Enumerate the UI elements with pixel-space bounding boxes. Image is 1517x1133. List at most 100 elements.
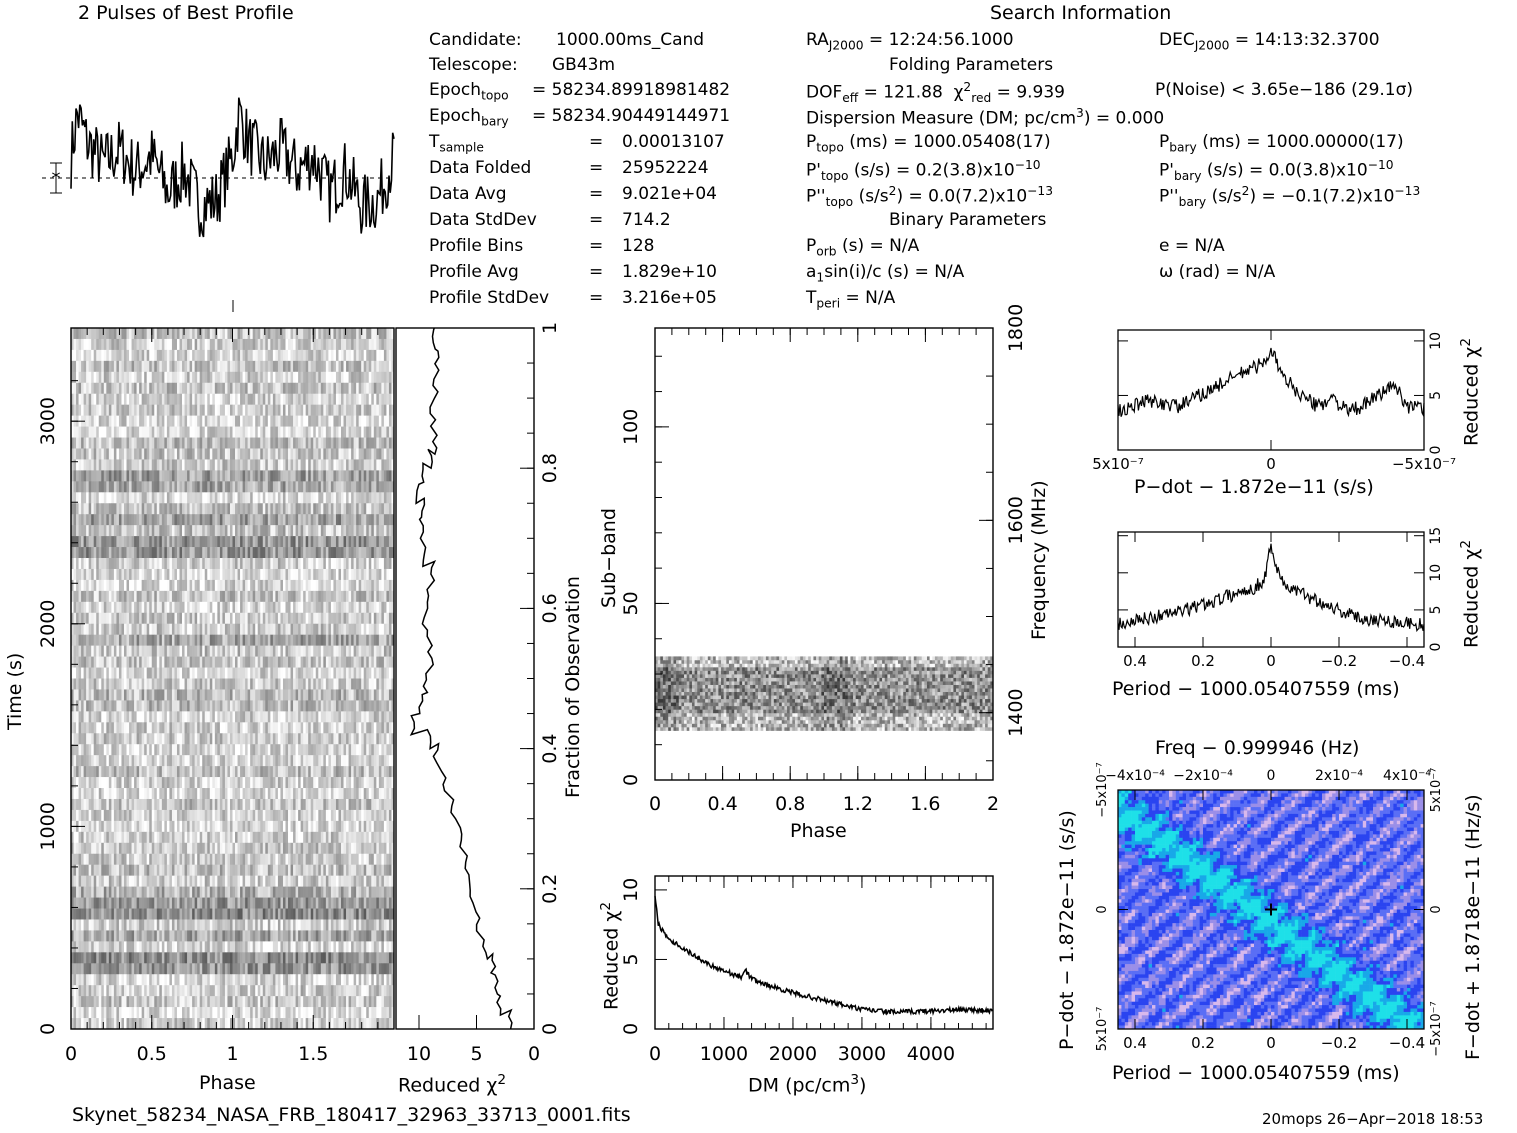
heatmap-cell: [91, 338, 95, 351]
heatmap-cell: [277, 349, 281, 362]
heatmap-cell: [277, 733, 281, 745]
heatmap-cell: [242, 349, 246, 362]
heatmap-cell: [378, 360, 382, 373]
heatmap-cell: [242, 689, 246, 701]
heatmap-cell: [134, 536, 137, 548]
heatmap-cell: [91, 404, 95, 416]
heatmap-cell: [277, 558, 281, 570]
heatmap-cell: [313, 525, 317, 537]
heatmap-cell: [113, 579, 117, 592]
heatmap-cell: [378, 733, 382, 745]
heatmap-cell: [257, 448, 261, 460]
heatmap-cell: [376, 360, 380, 373]
heatmap-cell: [116, 459, 120, 471]
heatmap-cell: [71, 700, 74, 712]
heatmap-cell: [346, 328, 349, 340]
heatmap-cell: [328, 645, 332, 657]
heatmap-cell: [383, 601, 387, 614]
heatmap-cell: [159, 579, 163, 592]
heatmap-cell: [313, 667, 317, 679]
heatmap-cell: [103, 645, 107, 657]
heatmap-cell: [108, 371, 112, 384]
heatmap-cell: [126, 722, 130, 734]
heatmap-cell: [224, 503, 228, 515]
heatmap-cell: [214, 525, 218, 537]
heatmap-cell: [386, 360, 390, 373]
heatmap-cell: [265, 437, 269, 449]
heatmap-cell: [376, 536, 380, 548]
heatmap-cell: [262, 415, 266, 427]
heatmap-cell: [207, 404, 211, 416]
heatmap-cell: [242, 590, 246, 603]
heatmap-cell: [149, 744, 153, 756]
heatmap-cell: [111, 590, 115, 603]
heatmap-cell: [378, 711, 382, 723]
heatmap-cell: [161, 656, 165, 668]
heatmap-cell: [204, 481, 208, 493]
heatmap-cell: [366, 733, 370, 745]
heatmap-cell: [363, 393, 367, 405]
heatmap-cell: [212, 415, 216, 427]
heatmap-cell: [131, 349, 135, 362]
heatmap-cell: [146, 492, 150, 504]
heatmap-cell: [245, 338, 248, 351]
heatmap-cell: [270, 448, 274, 460]
heatmap-cell: [113, 448, 117, 460]
heatmap-cell: [106, 481, 110, 493]
heatmap-cell: [199, 492, 203, 504]
heatmap-cell: [300, 601, 304, 614]
heatmap-cell: [78, 634, 82, 646]
heatmap-cell: [123, 558, 127, 570]
heatmap-cell: [373, 514, 377, 526]
heatmap-cell: [141, 601, 145, 614]
heatmap-cell: [144, 667, 147, 679]
heatmap-cell: [161, 579, 165, 592]
heatmap-cell: [229, 547, 233, 559]
heatmap-cell: [348, 470, 352, 482]
heatmap-cell: [166, 338, 170, 351]
heatmap-cell: [262, 514, 266, 526]
heatmap-cell: [265, 722, 269, 734]
heatmap-cell: [169, 470, 173, 482]
heatmap-cell: [265, 382, 269, 395]
heatmap-cell: [184, 689, 188, 701]
heatmap-cell: [383, 711, 387, 723]
heatmap-cell: [383, 470, 387, 482]
search-title: Search Information: [990, 2, 1172, 24]
heatmap-cell: [300, 371, 304, 384]
heatmap-cell: [255, 579, 259, 592]
heatmap-cell: [111, 547, 115, 559]
heatmap-cell: [224, 667, 228, 679]
heatmap-cell: [328, 404, 332, 416]
heatmap-cell: [383, 426, 387, 438]
heatmap-cell: [202, 689, 206, 701]
heatmap-cell: [141, 470, 145, 482]
heatmap-cell: [141, 711, 145, 723]
heatmap-cell: [229, 689, 233, 701]
heatmap-cell: [293, 448, 296, 460]
heatmap-cell: [383, 678, 387, 690]
heatmap-cell: [182, 525, 185, 537]
heatmap-cell: [262, 689, 266, 701]
heatmap-cell: [159, 459, 163, 471]
heatmap-cell: [184, 415, 188, 427]
heatmap-cell: [295, 568, 299, 581]
heatmap-cell: [146, 733, 150, 745]
profile-bins-label: Profile Bins: [429, 236, 524, 256]
heatmap-cell: [129, 667, 132, 679]
heatmap-cell: [368, 349, 372, 362]
heatmap-cell: [73, 601, 77, 614]
heatmap-cell: [192, 590, 195, 603]
heatmap-cell: [376, 656, 380, 668]
heatmap-cell: [86, 360, 89, 373]
heatmap-cell: [356, 667, 359, 679]
heatmap-cell: [166, 656, 170, 668]
heatmap-cell: [310, 448, 314, 460]
heatmap-cell: [255, 536, 259, 548]
heatmap-cell: [323, 645, 327, 657]
heatmap-cell: [386, 492, 390, 504]
heatmap-cell: [76, 525, 79, 537]
heatmap-cell: [368, 393, 372, 405]
heatmap-cell: [154, 744, 158, 756]
heatmap-cell: [202, 492, 206, 504]
